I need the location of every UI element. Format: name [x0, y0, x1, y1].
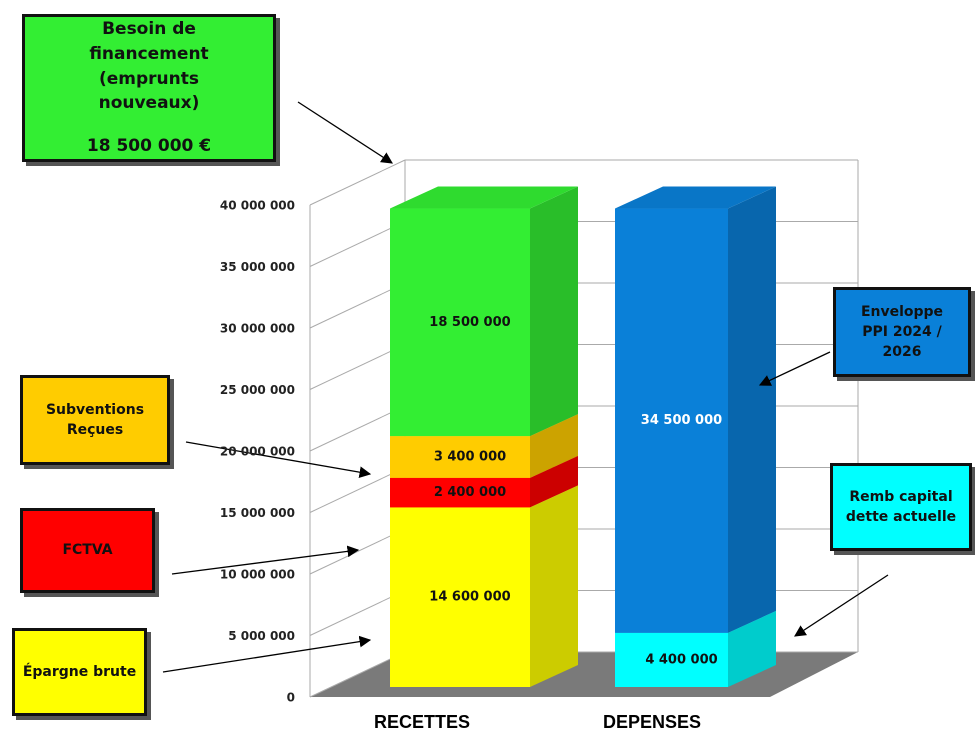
callout-name: Remb capital dette actuelle [845, 488, 957, 525]
bar-segment [615, 186, 776, 633]
data-label: 2 400 000 [434, 485, 506, 500]
bar-top [390, 186, 578, 209]
y-tick-label: 15 000 000 [220, 506, 295, 520]
callout-name: Besoin de financement (emprunts nouveaux… [89, 19, 209, 114]
bar-front [390, 477, 530, 508]
bar-front [390, 208, 530, 437]
bar-segment [390, 186, 578, 437]
data-label: 3 400 000 [434, 449, 506, 464]
callout: Remb capital dette actuelle [830, 463, 972, 551]
bar-side [728, 186, 776, 633]
y-tick-label: 35 000 000 [220, 260, 295, 274]
bar-front [615, 632, 728, 687]
bar-side [530, 485, 578, 687]
grid-line [309, 221, 406, 267]
callout-amount: 18 500 000 € [86, 135, 212, 156]
bar-segment [390, 485, 578, 687]
data-label: 4 400 000 [645, 652, 717, 667]
grid-line [309, 405, 406, 452]
bar-top [615, 186, 776, 209]
x-tick-label: RECETTES [374, 712, 470, 732]
grid-line [309, 282, 406, 329]
x-tick-label: DEPENSES [603, 712, 701, 732]
grid-line [309, 651, 406, 698]
bar-front [390, 507, 530, 687]
y-tick-label: 5 000 000 [228, 629, 295, 643]
grid-line [309, 159, 406, 206]
callout: Besoin de financement (emprunts nouveaux… [22, 14, 276, 162]
bar-side [728, 610, 776, 687]
callout-name: Subventions Reçues [45, 401, 145, 438]
y-tick-label: 20 000 000 [220, 445, 295, 459]
callout: Enveloppe PPI 2024 / 2026 [833, 287, 971, 377]
grid-line [309, 467, 406, 513]
callout-name: Enveloppe PPI 2024 / 2026 [860, 303, 944, 361]
y-tick-label: 10 000 000 [220, 568, 295, 582]
bar-side [530, 455, 578, 508]
data-label: 18 500 000 [429, 315, 510, 330]
callout-name: FCTVA [62, 542, 113, 559]
bar-front [390, 436, 530, 478]
grid-line [309, 344, 406, 390]
data-label: 34 500 000 [641, 413, 722, 428]
bar-side [530, 414, 578, 478]
bar-front [615, 208, 728, 633]
y-tick-label: 25 000 000 [220, 383, 295, 397]
grid-line [309, 590, 406, 636]
arrows [162, 101, 889, 673]
y-tick-label: 0 [287, 691, 295, 705]
callout: Subventions Reçues [20, 375, 170, 465]
y-tick-label: 40 000 000 [220, 199, 295, 213]
y-tick-label: 30 000 000 [220, 322, 295, 336]
callout-name: Épargne brute [22, 663, 137, 680]
bar-side [530, 186, 578, 437]
callout: FCTVA [20, 508, 155, 593]
data-label: 14 600 000 [429, 590, 510, 605]
callout: Épargne brute [12, 628, 147, 716]
